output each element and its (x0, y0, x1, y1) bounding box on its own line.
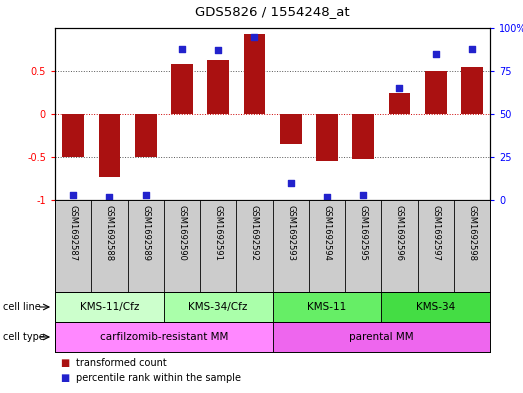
Bar (207, 60, 229, 114)
Text: cell line: cell line (3, 302, 40, 312)
Point (141, 192, 150, 198)
Bar (272, 292, 381, 322)
Text: percentile rank within the sample: percentile rank within the sample (76, 373, 241, 383)
Text: GSM1692589: GSM1692589 (141, 205, 150, 261)
Point (323, 193, 331, 200)
Text: GSM1692594: GSM1692594 (322, 205, 332, 261)
Bar (244, 34, 265, 114)
Point (287, 180, 295, 186)
Text: GSM1692598: GSM1692598 (468, 205, 476, 261)
Text: GSM1692596: GSM1692596 (395, 205, 404, 261)
Text: GSM1692593: GSM1692593 (286, 205, 295, 261)
Text: GSM1692588: GSM1692588 (105, 205, 114, 261)
Bar (316, 114, 338, 161)
Point (359, 192, 367, 198)
Point (250, 33, 258, 40)
Point (178, 46, 186, 52)
Text: KMS-34/Cfz: KMS-34/Cfz (188, 302, 248, 312)
Text: carfilzomib-resistant MM: carfilzomib-resistant MM (99, 332, 228, 342)
Point (214, 47, 222, 53)
Text: ■: ■ (60, 373, 70, 383)
Point (431, 51, 440, 57)
Point (69, 192, 77, 198)
Bar (280, 114, 301, 144)
Text: parental MM: parental MM (349, 332, 414, 342)
Bar (425, 71, 447, 114)
Bar (171, 64, 193, 114)
Point (468, 46, 476, 52)
Text: cell type: cell type (3, 332, 44, 342)
Point (395, 85, 404, 91)
Bar (135, 114, 156, 157)
Text: GDS5826 / 1554248_at: GDS5826 / 1554248_at (195, 6, 350, 18)
Text: GSM1692591: GSM1692591 (213, 205, 223, 261)
Bar (55, 292, 164, 322)
Bar (381, 292, 490, 322)
Text: GSM1692595: GSM1692595 (359, 205, 368, 261)
Text: transformed count: transformed count (76, 358, 167, 368)
Bar (55, 322, 272, 352)
Bar (98, 114, 120, 177)
Text: KMS-34: KMS-34 (416, 302, 455, 312)
Bar (164, 292, 272, 322)
Bar (272, 322, 490, 352)
Bar (62, 114, 84, 157)
Text: ■: ■ (60, 358, 70, 368)
Bar (389, 92, 410, 114)
Text: KMS-11: KMS-11 (307, 302, 347, 312)
Bar (461, 67, 483, 114)
Text: GSM1692590: GSM1692590 (177, 205, 186, 261)
Text: GSM1692597: GSM1692597 (431, 205, 440, 261)
Point (105, 193, 113, 200)
Text: GSM1692592: GSM1692592 (250, 205, 259, 261)
Text: KMS-11/Cfz: KMS-11/Cfz (79, 302, 139, 312)
Text: GSM1692587: GSM1692587 (69, 205, 77, 261)
Bar (353, 114, 374, 159)
